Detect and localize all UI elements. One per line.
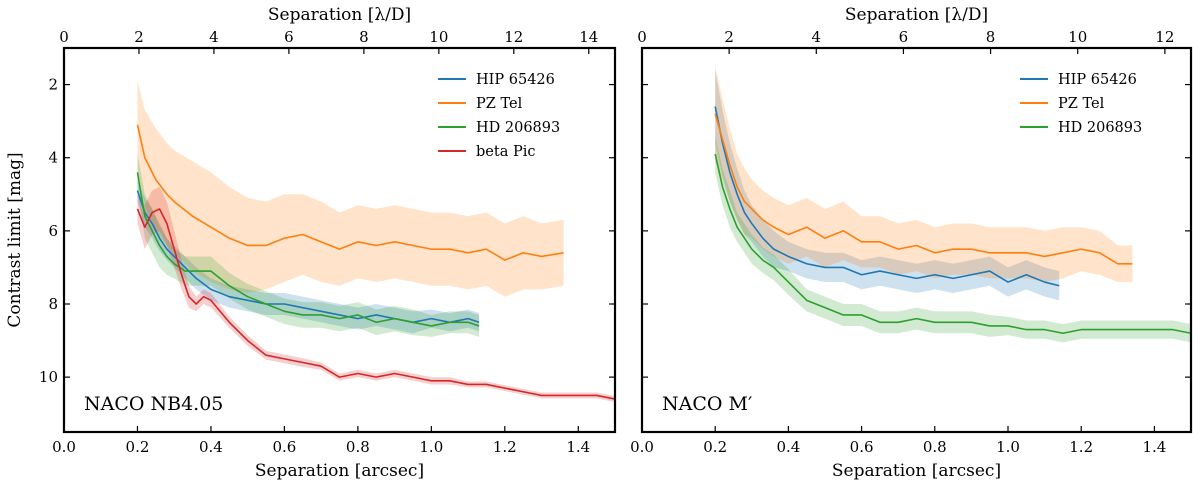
left-panel-nb405: 0.0 0.2 0.4 0.6 0.8 1.0 1.2 1.4 0 2 4 6 8 10 12 14 2 4 6 8 1… xyxy=(5,5,617,481)
series-line-hip-65426 xyxy=(714,106,1060,287)
panel-annotation: NACO NB4.05 xyxy=(84,393,223,415)
top-x-tick-label: 10 xyxy=(429,28,448,46)
plot-area xyxy=(714,66,1191,343)
x-tick-label: 0.0 xyxy=(630,438,654,456)
x-tick-label: 0.6 xyxy=(272,438,296,456)
x-axis-label: Separation [arcsec] xyxy=(255,461,424,481)
legend-label-hd-206893: HD 206893 xyxy=(476,120,560,136)
x-tick-label: 0.4 xyxy=(199,438,223,456)
x-tick-label: 1.4 xyxy=(1142,438,1166,456)
y-axis-label: Contrast limit [mag] xyxy=(5,152,25,327)
x-tick-label: 1.0 xyxy=(996,438,1020,456)
top-x-tick-label: 10 xyxy=(1068,28,1087,46)
band-hd-206893 xyxy=(715,135,1191,343)
x-axis-label: Separation [arcsec] xyxy=(832,461,1001,481)
x-tick-label: 0.8 xyxy=(346,438,370,456)
top-x-tick-label: 8 xyxy=(986,28,996,46)
band-hip-65426 xyxy=(715,69,1060,301)
top-x-tick-label: 4 xyxy=(812,28,822,46)
top-x-tick-label: 12 xyxy=(1155,28,1174,46)
legend-label-hip-65426: HIP 65426 xyxy=(1058,72,1137,88)
series-line-hip-65426 xyxy=(136,190,480,324)
x-tick-label: 0.2 xyxy=(703,438,727,456)
y-tick-label: 4 xyxy=(48,149,58,167)
plot-area xyxy=(136,80,615,403)
top-x-tick-label: 0 xyxy=(59,28,69,46)
x-tick-label: 1.0 xyxy=(419,438,443,456)
top-x-axis-label: Separation [λ/D] xyxy=(268,5,411,25)
legend: HIP 65426 PZ Tel HD 206893 xyxy=(1020,72,1142,136)
top-x-tick-label: 6 xyxy=(284,28,294,46)
y-tick-label: 2 xyxy=(48,76,58,94)
y-tick-label: 10 xyxy=(39,368,58,386)
legend: HIP 65426 PZ Tel HD 206893 beta Pic xyxy=(438,72,560,160)
series-line-pz-tel xyxy=(714,113,1133,265)
legend-label-pz-tel: PZ Tel xyxy=(1058,96,1105,112)
band-pz-tel xyxy=(137,80,564,297)
top-x-tick-label: 0 xyxy=(637,28,647,46)
y-tick-label: 8 xyxy=(48,295,58,313)
x-tick-label: 0.0 xyxy=(52,438,76,456)
top-x-axis-label: Separation [λ/D] xyxy=(845,5,988,25)
band-pz-tel xyxy=(715,66,1133,283)
axes-frame xyxy=(62,46,617,434)
series-line-beta-pic xyxy=(136,208,615,400)
top-x-tick-label: 6 xyxy=(899,28,909,46)
top-x-tick-label: 14 xyxy=(579,28,598,46)
x-tick-label: 0.6 xyxy=(850,438,874,456)
legend-label-beta-pic: beta Pic xyxy=(476,144,535,160)
top-x-tick-label: 2 xyxy=(724,28,734,46)
panel-annotation: NACO M′ xyxy=(662,393,752,415)
legend-label-hip-65426: HIP 65426 xyxy=(476,72,555,88)
x-tick-label: 1.2 xyxy=(1069,438,1093,456)
x-tick-label: 0.8 xyxy=(923,438,947,456)
x-tick-label: 1.2 xyxy=(493,438,517,456)
x-tick-label: 1.4 xyxy=(566,438,590,456)
series-line-pz-tel xyxy=(136,124,564,261)
x-tick-label: 0.4 xyxy=(776,438,800,456)
band-hd-206893 xyxy=(137,154,480,337)
axes-frame xyxy=(640,46,1193,434)
series-line-hd-206893 xyxy=(714,153,1191,335)
top-x-tick-label: 2 xyxy=(134,28,144,46)
x-tick-label: 0.2 xyxy=(126,438,150,456)
right-panel-mprime: 0.0 0.2 0.4 0.6 0.8 1.0 1.2 1.4 0 2 4 6 8 10 12 Separat… xyxy=(630,5,1193,481)
legend-label-hd-206893: HD 206893 xyxy=(1058,120,1142,136)
legend-label-pz-tel: PZ Tel xyxy=(476,96,523,112)
y-tick-label: 6 xyxy=(48,222,58,240)
top-x-tick-label: 12 xyxy=(504,28,523,46)
top-x-tick-label: 4 xyxy=(209,28,219,46)
top-x-tick-label: 8 xyxy=(359,28,369,46)
series-line-hd-206893 xyxy=(136,172,480,327)
